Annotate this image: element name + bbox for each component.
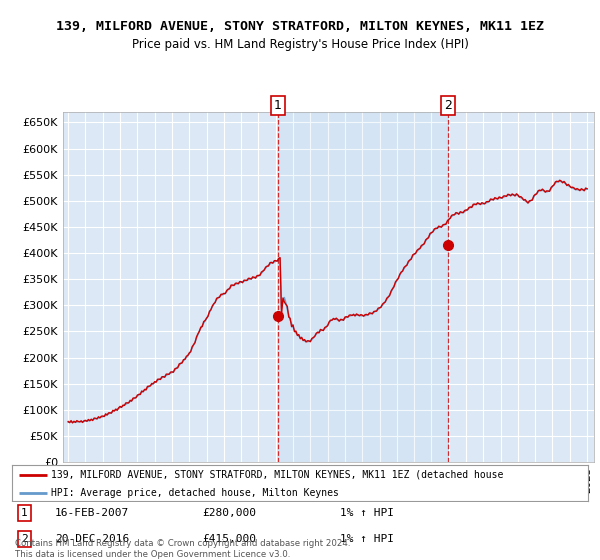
Text: 2: 2 <box>444 99 452 112</box>
Text: HPI: Average price, detached house, Milton Keynes: HPI: Average price, detached house, Milt… <box>51 488 339 498</box>
Text: 20-DEC-2016: 20-DEC-2016 <box>55 534 130 544</box>
Text: 16-FEB-2007: 16-FEB-2007 <box>55 508 130 519</box>
Text: £415,000: £415,000 <box>202 534 256 544</box>
Text: 1: 1 <box>274 99 282 112</box>
Text: 2: 2 <box>20 534 28 544</box>
Text: £280,000: £280,000 <box>202 508 256 519</box>
Text: 1% ↑ HPI: 1% ↑ HPI <box>340 534 394 544</box>
Text: 1% ↑ HPI: 1% ↑ HPI <box>340 508 394 519</box>
Text: 1: 1 <box>20 508 28 519</box>
Text: Contains HM Land Registry data © Crown copyright and database right 2024.
This d: Contains HM Land Registry data © Crown c… <box>15 539 350 559</box>
Text: 139, MILFORD AVENUE, STONY STRATFORD, MILTON KEYNES, MK11 1EZ (detached house: 139, MILFORD AVENUE, STONY STRATFORD, MI… <box>51 470 503 480</box>
Text: 139, MILFORD AVENUE, STONY STRATFORD, MILTON KEYNES, MK11 1EZ: 139, MILFORD AVENUE, STONY STRATFORD, MI… <box>56 20 544 32</box>
Text: Price paid vs. HM Land Registry's House Price Index (HPI): Price paid vs. HM Land Registry's House … <box>131 38 469 50</box>
Bar <box>278 112 448 462</box>
